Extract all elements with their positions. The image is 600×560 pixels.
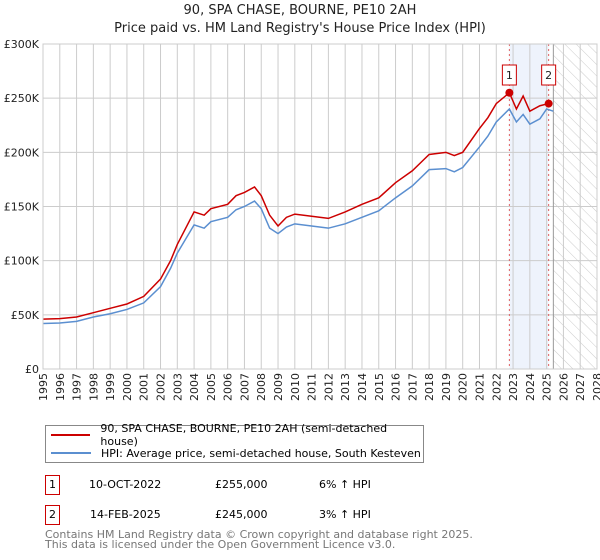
y-tick-label: £100K: [4, 255, 40, 268]
x-tick-label: 2009: [272, 373, 285, 401]
x-tick-label: 2002: [155, 373, 168, 401]
x-tick-label: 2022: [490, 373, 503, 401]
sale-point: [544, 99, 553, 108]
legend-item-price: 90, SPA CHASE, BOURNE, PE10 2AH (semi-de…: [51, 422, 423, 448]
x-tick-label: 2012: [322, 373, 335, 401]
x-tick-label: 2016: [390, 373, 403, 401]
x-tick-label: 2013: [339, 373, 352, 401]
y-tick-label: £200K: [4, 146, 40, 159]
x-tick-label: 2003: [171, 373, 184, 401]
x-tick-label: 2018: [423, 373, 436, 401]
chart-subtitle: Price paid vs. HM Land Registry's House …: [114, 21, 486, 36]
plot-area: 1995 1996 1997 1998 1999 2000 2001 2002 2003 2004…: [4, 38, 600, 401]
transaction-row: 2 14-FEB-2025 £245,000 3% ↑ HPI: [45, 505, 545, 527]
x-tick-label: 2017: [406, 373, 419, 401]
transaction-row: 1 10-OCT-2022 £255,000 6% ↑ HPI: [45, 475, 545, 497]
transaction-date: 10-OCT-2022: [89, 478, 162, 491]
chart-title: 90, SPA CHASE, BOURNE, PE10 2AH: [183, 3, 417, 18]
x-tick-label: 1996: [54, 373, 67, 401]
legend: 90, SPA CHASE, BOURNE, PE10 2AH (semi-de…: [45, 422, 424, 463]
x-tick-label: 2005: [205, 373, 218, 401]
annotation-label: 1: [506, 69, 513, 82]
sale-point: [505, 88, 514, 97]
x-tick-label: 2006: [222, 373, 235, 401]
annotation-box: [501, 64, 517, 86]
footer-line: Contains HM Land Registry data © Crown c…: [45, 528, 473, 541]
x-tick-label: 2011: [306, 373, 319, 401]
y-tick-label: £250K: [4, 92, 40, 105]
x-tick-label: 2027: [574, 373, 587, 401]
x-tick-label: 2004: [188, 373, 201, 401]
x-tick-label: 2024: [524, 373, 537, 401]
marker-badge: 1: [45, 475, 60, 495]
x-tick-label: 2019: [440, 373, 453, 401]
legend-swatch: [51, 434, 91, 436]
x-tick-label: 2023: [507, 373, 520, 401]
x-tick-label: 2020: [457, 373, 470, 401]
x-tick-label: 2015: [373, 373, 386, 401]
series-line: [42, 107, 554, 325]
annotation-label: 2: [545, 69, 552, 82]
transaction-hpi: 6% ↑ HPI: [319, 478, 371, 491]
x-tick-label: 1995: [37, 373, 50, 401]
x-tick-label: 2028: [591, 373, 600, 401]
x-tick-label: 1997: [71, 373, 84, 401]
y-tick-label: £50K: [11, 309, 40, 322]
footer: Contains HM Land Registry data © Crown c…: [45, 528, 473, 551]
x-tick-label: 2010: [289, 373, 302, 401]
x-tick-label: 1998: [87, 373, 100, 401]
legend-label: 90, SPA CHASE, BOURNE, PE10 2AH (semi-de…: [100, 422, 388, 448]
x-tick-label: 2026: [557, 373, 570, 401]
plot-border: [42, 43, 598, 370]
transaction-hpi: 3% ↑ HPI: [319, 508, 371, 521]
x-tick-label: 2025: [541, 373, 554, 401]
transaction-price: £255,000: [215, 478, 268, 491]
x-tick-label: 2014: [356, 373, 369, 401]
transaction-price: £245,000: [215, 508, 268, 521]
marker-badge: 2: [45, 505, 60, 525]
series-line: [42, 91, 549, 320]
footer-line: This data is licensed under the Open Gov…: [45, 538, 396, 551]
x-tick-label: 2000: [121, 373, 134, 401]
x-tick-label: 2008: [255, 373, 268, 401]
legend-label: HPI: Average price, semi-detached house,…: [101, 446, 421, 460]
y-tick-label: £150K: [4, 201, 40, 214]
x-tick-label: 2001: [138, 373, 151, 401]
annotation-box: [541, 64, 557, 86]
y-tick-label: £300K: [4, 38, 40, 51]
legend-item-hpi: HPI: Average price, semi-detached house,…: [51, 445, 421, 461]
legend-swatch: [51, 452, 91, 454]
x-tick-label: 2021: [473, 373, 486, 401]
y-tick-label: £0: [25, 363, 39, 376]
transaction-date: 14-FEB-2025: [90, 508, 161, 521]
x-tick-label: 2007: [238, 373, 251, 401]
x-tick-label: 1999: [104, 373, 117, 401]
